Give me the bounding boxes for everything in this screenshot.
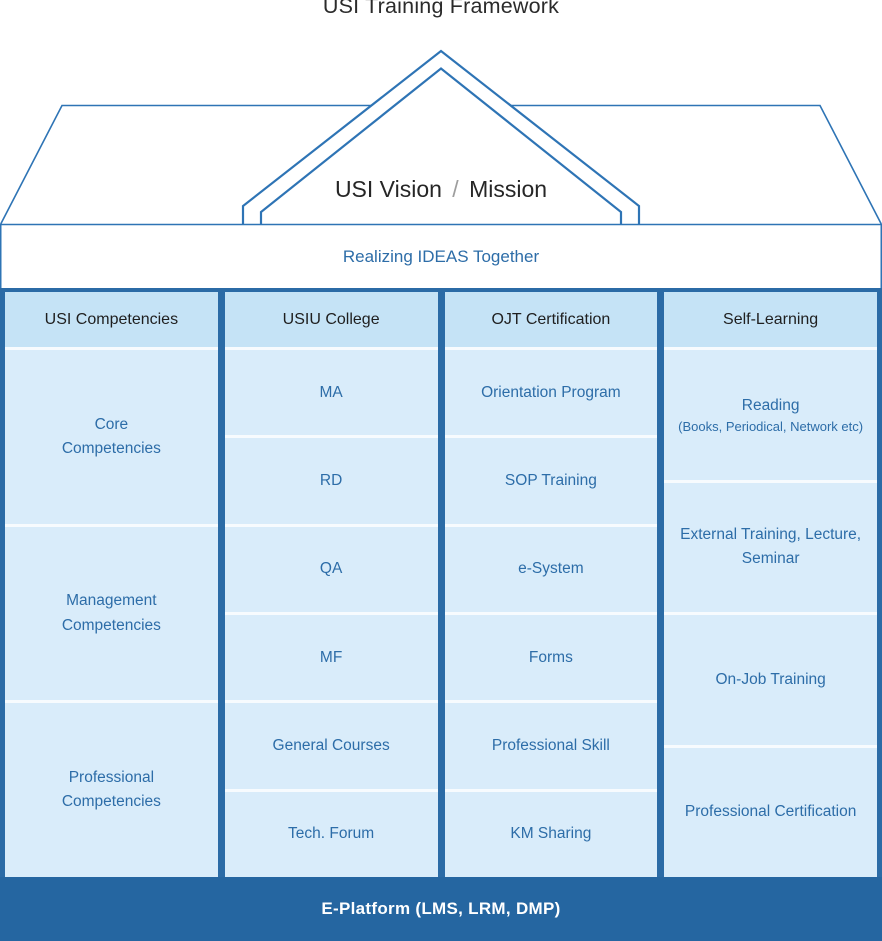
column-self-learning: Self-Learning Reading (Books, Periodical, … xyxy=(664,292,877,877)
column-header: Self-Learning xyxy=(664,292,877,347)
framework-cell: On-Job Training xyxy=(664,615,877,745)
roof-label-separator: / xyxy=(452,176,459,202)
framework-cell: KM Sharing xyxy=(444,791,658,877)
framework-cell: Core Competencies xyxy=(5,350,218,524)
roof-left-slope xyxy=(0,104,371,225)
column-header: OJT Certification xyxy=(444,292,658,347)
framework-cell: Tech. Forum xyxy=(224,791,438,877)
roof-label: USI Vision / Mission xyxy=(0,176,882,203)
cell-main-label: Reading xyxy=(741,396,800,414)
roof-label-mission: Mission xyxy=(469,176,548,202)
house-roof-outline xyxy=(0,49,882,288)
framework-cell: QA xyxy=(224,526,438,612)
framework-cell: Forms xyxy=(444,614,658,701)
framework-cell: Management Competencies xyxy=(5,526,218,701)
cell-sub-label: (Books, Periodical, Network etc) xyxy=(678,418,864,434)
roof-right-slope xyxy=(511,104,882,225)
gable-inner-line xyxy=(259,67,623,224)
footer-eplatform: E-Platform (LMS, LRM, DMP) xyxy=(0,877,882,941)
column-header: USI Competencies xyxy=(5,292,218,347)
column-usiu-college: USIU College MA RD QA MF General Courses Tech.… xyxy=(224,292,438,877)
framework-cell: General Courses xyxy=(224,703,438,789)
framework-cell: e-System xyxy=(444,526,658,612)
framework-cell: RD xyxy=(224,438,438,524)
framework-cell: Orientation Program xyxy=(444,350,658,436)
framework-cell: Professional Certification xyxy=(664,747,877,877)
banner-realizing-ideas: Realizing IDEAS Together xyxy=(342,246,540,266)
column-ojt-certification: OJT Certification Orientation Program SOP … xyxy=(444,292,658,877)
framework-cell: Professional Skill xyxy=(444,703,658,789)
framework-cell: SOP Training xyxy=(444,438,658,524)
roof-label-vision: USI Vision xyxy=(334,176,442,202)
column-header: USIU College xyxy=(224,292,438,347)
framework-cell: Reading (Books, Periodical, Network etc) xyxy=(664,350,877,480)
column-usi-competencies: USI Competencies Core Competencies Managem… xyxy=(5,292,218,878)
framework-cell: MF xyxy=(224,614,438,701)
framework-cell: Professional Competencies xyxy=(5,703,218,878)
page-title: USI Training Framework xyxy=(322,0,560,18)
gable-outer-line xyxy=(241,49,641,224)
framework-cell: External Training, Lecture, Seminar xyxy=(664,482,877,612)
framework-cell: MA xyxy=(224,350,438,436)
framework-columns: USI Competencies Core Competencies Managem… xyxy=(0,288,882,878)
